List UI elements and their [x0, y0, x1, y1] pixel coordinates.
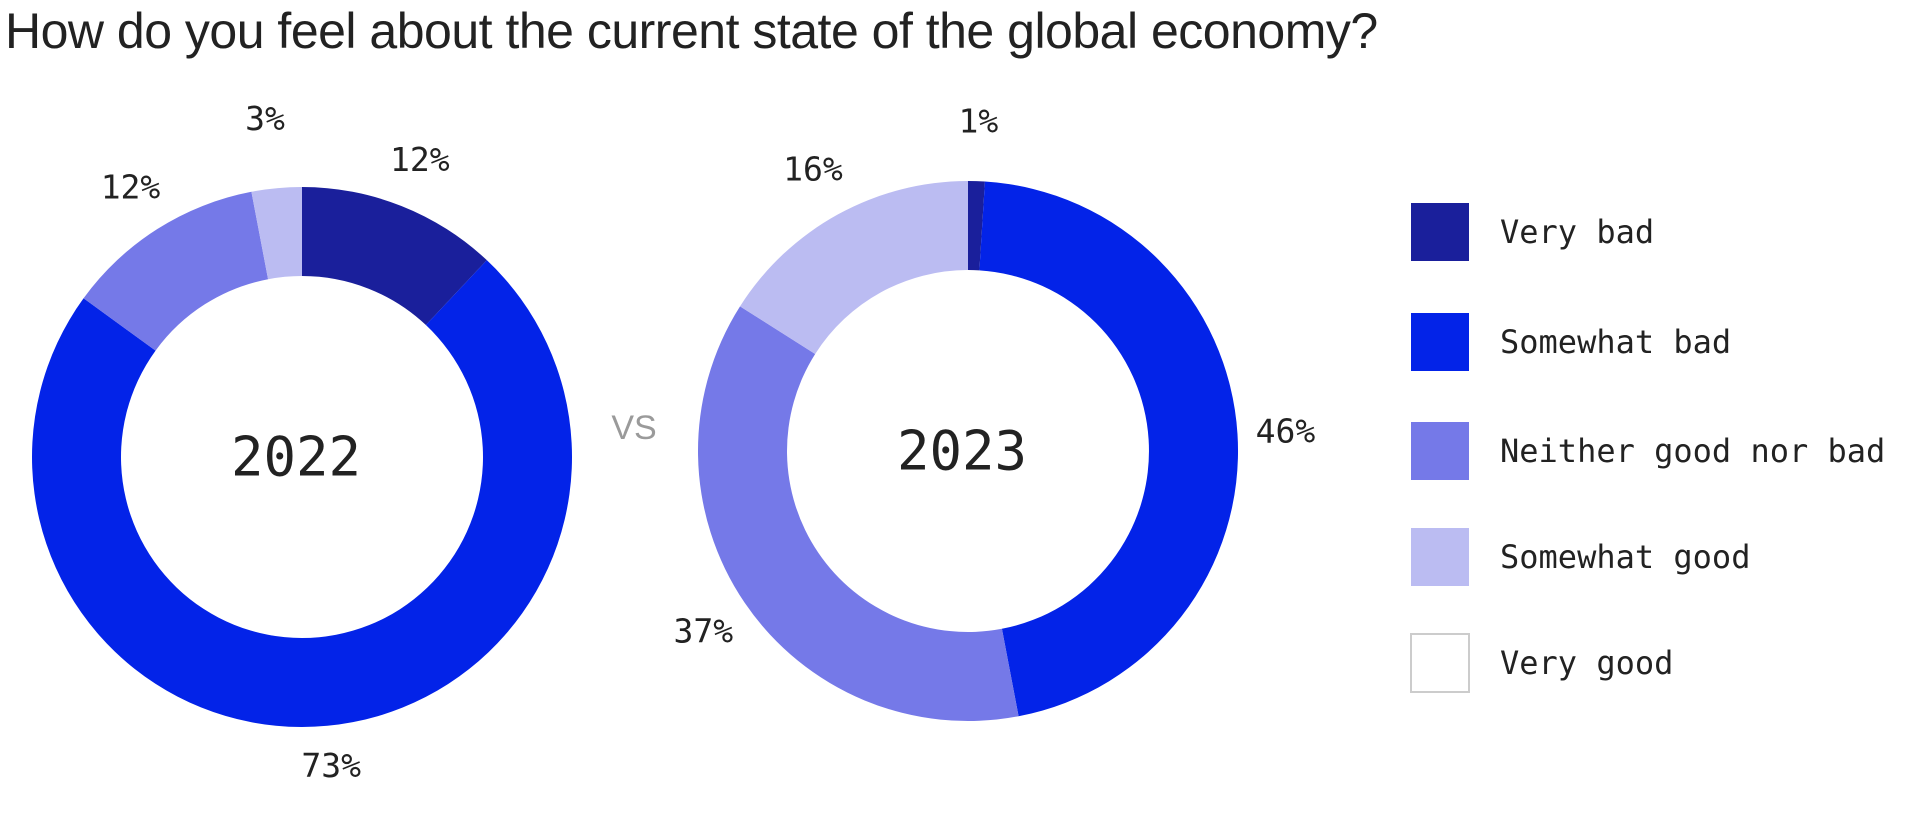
- slice-2022-somewhat-good: [251, 187, 302, 280]
- slice-2023-neither-good-nor-bad: [697, 306, 1019, 722]
- vs-label: VS: [611, 409, 656, 447]
- slice-2022-neither-good-nor-bad: [83, 191, 269, 351]
- legend-swatch-somewhat-good: [1411, 528, 1469, 586]
- slice-2023-somewhat-bad: [979, 181, 1239, 717]
- legend-swatch-neither-good-nor-bad: [1411, 422, 1469, 480]
- legend-label-very-good: Very good: [1500, 644, 1673, 682]
- slice-2022-very-bad: [302, 187, 487, 326]
- legend-swatch-very-good: [1410, 633, 1470, 693]
- legend-swatch-somewhat-bad: [1411, 313, 1469, 371]
- slice-label-2023-very-bad: 1%: [959, 102, 999, 141]
- donut-2023: 1% 46% 37% 16% 2023: [673, 102, 1316, 722]
- center-year-label-2023: 2023: [897, 420, 1027, 483]
- legend-label-neither-good-nor-bad: Neither good nor bad: [1500, 432, 1885, 470]
- slice-label-2022-very-bad: 12%: [390, 140, 450, 179]
- slice-label-2022-somewhat-bad: 73%: [301, 746, 361, 785]
- slice-label-2023-neither-good-nor-bad: 37%: [673, 611, 733, 650]
- slice-2023-very-bad: [968, 180, 985, 271]
- slice-2023-somewhat-good: [740, 181, 968, 355]
- legend-label-somewhat-bad: Somewhat bad: [1500, 323, 1731, 361]
- donut-2022: 12% 73% 12% 3% 2022: [32, 99, 573, 785]
- legend-swatch-very-bad: [1411, 203, 1469, 261]
- slice-label-2022-somewhat-good: 3%: [245, 99, 285, 138]
- center-year-label-2022: 2022: [231, 426, 361, 489]
- chart-title: How do you feel about the current state …: [5, 3, 1378, 59]
- slice-2022-somewhat-bad: [32, 260, 573, 728]
- legend-label-somewhat-good: Somewhat good: [1500, 538, 1750, 576]
- slice-label-2022-neither-good-nor-bad: 12%: [101, 167, 161, 206]
- legend: Very bad Somewhat bad Neither good nor bad…: [1410, 203, 1885, 693]
- legend-label-very-bad: Very bad: [1500, 213, 1654, 251]
- slice-label-2023-somewhat-good: 16%: [783, 149, 843, 188]
- slice-label-2023-somewhat-bad: 46%: [1256, 412, 1316, 451]
